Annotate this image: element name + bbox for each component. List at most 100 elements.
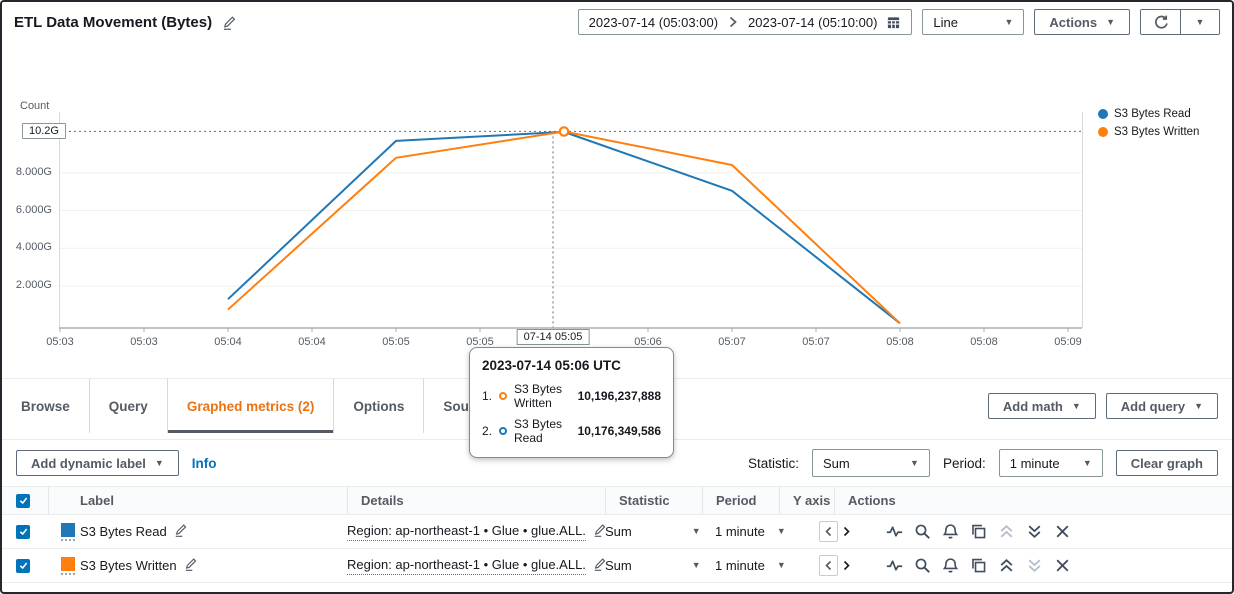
y-axis-tick: 2.000G bbox=[15, 279, 52, 291]
y-axis-left-button[interactable] bbox=[819, 555, 838, 576]
alarm-bell-icon[interactable] bbox=[942, 523, 959, 540]
x-axis-tick: 05:06 bbox=[634, 336, 662, 348]
edit-label-pencil-icon[interactable] bbox=[184, 557, 198, 574]
y-axis-hover-badge: 10.2G bbox=[22, 123, 66, 139]
edit-details-pencil-icon[interactable] bbox=[593, 523, 607, 540]
row-statistic-value: Sum bbox=[605, 524, 632, 539]
row-checkbox[interactable] bbox=[16, 524, 30, 539]
row-period-select[interactable]: 1 minute ▼ bbox=[715, 524, 786, 539]
caret-down-icon: ▼ bbox=[776, 526, 786, 536]
refresh-icon bbox=[1153, 14, 1169, 30]
move-down-chevrons-icon[interactable] bbox=[1026, 523, 1043, 540]
metric-row-s3-bytes-written: S3 Bytes Written Region: ap-northeast-1 … bbox=[2, 549, 1232, 583]
metric-details[interactable]: Region: ap-northeast-1 • Glue • glue.ALL… bbox=[347, 523, 586, 541]
tab-label: Options bbox=[353, 398, 405, 414]
duplicate-copy-icon[interactable] bbox=[970, 523, 987, 540]
add-math-button[interactable]: Add math ▼ bbox=[987, 393, 1096, 419]
edit-details-pencil-icon[interactable] bbox=[593, 557, 607, 574]
row-checkbox[interactable] bbox=[16, 558, 30, 573]
y-axis-tick: 8.000G bbox=[15, 165, 52, 178]
edit-title-pencil-icon[interactable] bbox=[222, 15, 237, 30]
y-axis-left-button[interactable] bbox=[819, 521, 838, 542]
color-swatch[interactable] bbox=[61, 522, 75, 541]
row-statistic-select[interactable]: Sum ▼ bbox=[605, 524, 701, 539]
x-axis-hover-badge: 07-14 05:05 bbox=[516, 329, 590, 345]
time-range-picker[interactable]: 2023-07-14 (05:03:00) 2023-07-14 (05:10:… bbox=[577, 9, 913, 35]
refresh-split-button: ▼ bbox=[1140, 9, 1220, 35]
row-select-cell bbox=[16, 558, 48, 573]
tab-graphed-metrics[interactable]: Graphed metrics (2) bbox=[166, 379, 334, 433]
edit-label-pencil-icon[interactable] bbox=[174, 523, 188, 540]
graph-metric-pulse-icon[interactable] bbox=[886, 557, 903, 574]
period-value: 1 minute bbox=[1009, 455, 1060, 471]
row-period-value: 1 minute bbox=[715, 558, 765, 573]
search-icon[interactable] bbox=[914, 523, 931, 540]
tab-query[interactable]: Query bbox=[88, 379, 167, 433]
line-chart-canvas[interactable] bbox=[2, 42, 1234, 378]
actions-button[interactable]: Actions ▼ bbox=[1034, 9, 1130, 35]
tooltip-series-value: 10,196,237,888 bbox=[577, 389, 661, 403]
tooltip-series-name: S3 Bytes Written bbox=[514, 382, 563, 410]
clear-graph-button[interactable]: Clear graph bbox=[1115, 450, 1218, 476]
x-axis-tick: 05:03 bbox=[130, 336, 158, 348]
row-label-cell: S3 Bytes Read bbox=[80, 523, 347, 540]
alarm-bell-icon[interactable] bbox=[942, 557, 959, 574]
refresh-button[interactable] bbox=[1141, 10, 1180, 34]
tooltip-title: 2023-07-14 05:06 UTC bbox=[482, 358, 621, 373]
refresh-options-button[interactable]: ▼ bbox=[1180, 10, 1219, 34]
row-period-select[interactable]: 1 minute ▼ bbox=[715, 558, 786, 573]
add-query-button[interactable]: Add query ▼ bbox=[1105, 393, 1218, 419]
add-dynamic-label-button[interactable]: Add dynamic label ▼ bbox=[16, 450, 179, 476]
statistic-column-header: Statistic bbox=[605, 487, 702, 514]
chart-area: Count 10.2G 8.000G 6.000G 4.000G 2.000G 05:… bbox=[2, 42, 1234, 458]
caret-down-icon: ▼ bbox=[1194, 400, 1203, 411]
chart-type-select[interactable]: Line ▼ bbox=[922, 9, 1025, 35]
metric-details[interactable]: Region: ap-northeast-1 • Glue • glue.ALL… bbox=[347, 557, 586, 575]
tab-browse[interactable]: Browse bbox=[16, 379, 89, 433]
calendar-icon[interactable] bbox=[886, 15, 901, 30]
duplicate-copy-icon[interactable] bbox=[970, 557, 987, 574]
period-label: Period: bbox=[942, 455, 986, 471]
tab-options[interactable]: Options bbox=[333, 379, 423, 433]
legend-item[interactable]: S3 Bytes Written bbox=[1098, 126, 1199, 138]
y-axis-right-button[interactable] bbox=[842, 526, 851, 537]
legend-item[interactable]: S3 Bytes Read bbox=[1098, 108, 1199, 120]
y-axis-tick: 4.000G bbox=[15, 241, 52, 254]
remove-close-icon[interactable] bbox=[1054, 523, 1071, 540]
row-statistic-select[interactable]: Sum ▼ bbox=[605, 558, 701, 573]
caret-down-icon: ▼ bbox=[1082, 457, 1092, 468]
select-all-checkbox[interactable] bbox=[16, 493, 30, 508]
statistic-value: Sum bbox=[822, 455, 850, 471]
header: ETL Data Movement (Bytes) 2023-07-14 (05… bbox=[2, 2, 1232, 42]
page-title: ETL Data Movement (Bytes) bbox=[14, 13, 213, 31]
move-down-chevrons-icon[interactable] bbox=[1026, 557, 1043, 574]
chevron-right-icon bbox=[727, 15, 739, 29]
row-period-value: 1 minute bbox=[715, 524, 765, 539]
caret-down-icon: ▼ bbox=[1195, 16, 1205, 27]
y-axis-title: Count bbox=[20, 100, 50, 112]
x-axis-tick: 05:08 bbox=[886, 336, 914, 348]
move-up-chevrons-icon[interactable] bbox=[998, 523, 1015, 540]
y-axis-right-button[interactable] bbox=[842, 560, 851, 571]
tooltip-series-value: 10,176,349,586 bbox=[577, 424, 661, 438]
period-select[interactable]: 1 minute ▼ bbox=[998, 449, 1103, 477]
time-range-end: 2023-07-14 (05:10:00) bbox=[748, 14, 878, 30]
row-period-cell: 1 minute ▼ bbox=[702, 558, 786, 573]
y-axis-pager bbox=[779, 521, 851, 542]
add-query-label: Add query bbox=[1120, 398, 1186, 414]
tab-label: Query bbox=[108, 398, 148, 414]
row-statistic-cell: Sum ▼ bbox=[605, 558, 702, 573]
info-link[interactable]: Info bbox=[191, 455, 217, 471]
add-math-label: Add math bbox=[1002, 398, 1063, 414]
statistic-select[interactable]: Sum ▼ bbox=[811, 449, 930, 477]
search-icon[interactable] bbox=[914, 557, 931, 574]
graph-metric-pulse-icon[interactable] bbox=[886, 523, 903, 540]
row-details-cell: Region: ap-northeast-1 • Glue • glue.ALL… bbox=[347, 523, 607, 541]
remove-close-icon[interactable] bbox=[1054, 557, 1071, 574]
color-swatch[interactable] bbox=[61, 556, 75, 575]
graph-controls: Add dynamic label ▼ Info Statistic: Sum … bbox=[2, 440, 1232, 486]
chart-legend: S3 Bytes Read S3 Bytes Written bbox=[1098, 108, 1199, 138]
move-up-chevrons-icon[interactable] bbox=[998, 557, 1015, 574]
chart-type-value: Line bbox=[933, 14, 958, 30]
